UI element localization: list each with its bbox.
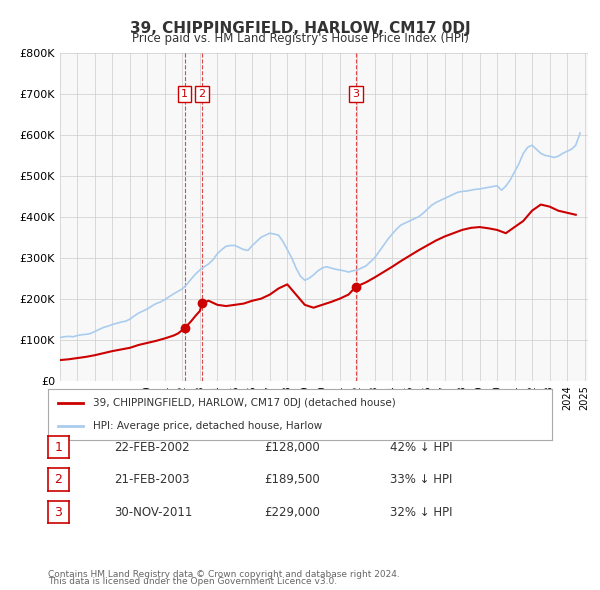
Text: £128,000: £128,000 <box>264 441 320 454</box>
Text: 39, CHIPPINGFIELD, HARLOW, CM17 0DJ: 39, CHIPPINGFIELD, HARLOW, CM17 0DJ <box>130 21 470 35</box>
Text: 2: 2 <box>55 473 62 486</box>
Text: 21-FEB-2003: 21-FEB-2003 <box>114 473 190 486</box>
Text: 1: 1 <box>181 89 188 99</box>
Text: 33% ↓ HPI: 33% ↓ HPI <box>390 473 452 486</box>
Text: 3: 3 <box>55 506 62 519</box>
Text: 1: 1 <box>55 441 62 454</box>
Text: 2: 2 <box>199 89 206 99</box>
Text: 39, CHIPPINGFIELD, HARLOW, CM17 0DJ (detached house): 39, CHIPPINGFIELD, HARLOW, CM17 0DJ (det… <box>94 398 396 408</box>
Text: Contains HM Land Registry data © Crown copyright and database right 2024.: Contains HM Land Registry data © Crown c… <box>48 571 400 579</box>
Text: HPI: Average price, detached house, Harlow: HPI: Average price, detached house, Harl… <box>94 421 323 431</box>
Text: 30-NOV-2011: 30-NOV-2011 <box>114 506 193 519</box>
Text: £189,500: £189,500 <box>264 473 320 486</box>
Text: 42% ↓ HPI: 42% ↓ HPI <box>390 441 452 454</box>
Text: This data is licensed under the Open Government Licence v3.0.: This data is licensed under the Open Gov… <box>48 578 337 586</box>
Text: Price paid vs. HM Land Registry's House Price Index (HPI): Price paid vs. HM Land Registry's House … <box>131 32 469 45</box>
Text: 32% ↓ HPI: 32% ↓ HPI <box>390 506 452 519</box>
Text: 22-FEB-2002: 22-FEB-2002 <box>114 441 190 454</box>
Text: £229,000: £229,000 <box>264 506 320 519</box>
Text: 3: 3 <box>352 89 359 99</box>
